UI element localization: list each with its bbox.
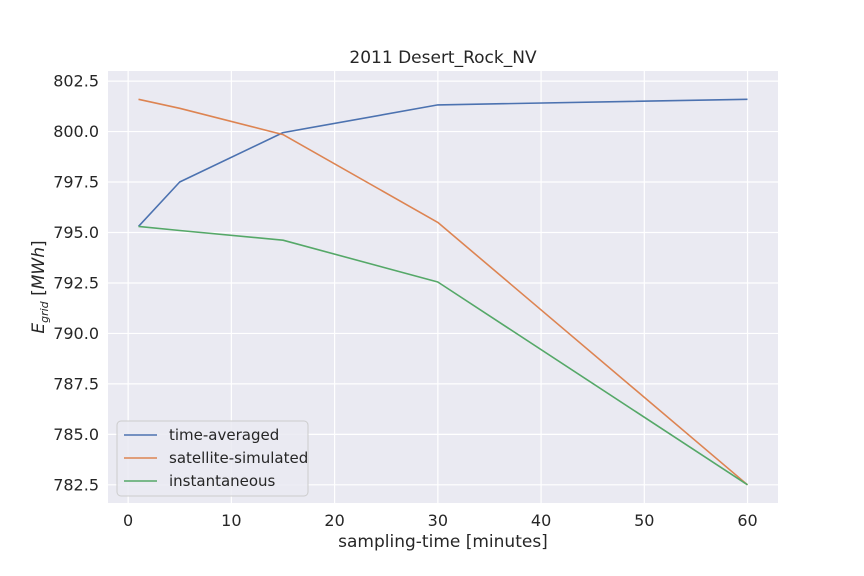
y-axis-label-unit: [MWh]	[29, 240, 49, 301]
x-tick-label: 30	[428, 511, 448, 530]
x-axis-label: sampling-time [minutes]	[338, 532, 548, 552]
y-tick-label: 790.0	[53, 324, 99, 343]
y-tick-label: 802.5	[53, 72, 99, 91]
y-tick-label: 785.0	[53, 425, 99, 444]
x-tick-label: 0	[123, 511, 133, 530]
x-tick-label: 10	[221, 511, 241, 530]
legend-label: satellite-simulated	[169, 449, 308, 467]
legend: time-averaged satellite-simulated instanta…	[116, 420, 309, 497]
legend-frame	[116, 420, 309, 497]
y-tick-label: 792.5	[53, 273, 99, 292]
chart-title: 2011 Desert_Rock_NV	[349, 48, 537, 68]
legend-label: time-averaged	[169, 426, 279, 444]
series-lines	[137, 98, 749, 486]
y-axis-label: Egrid [MWh]	[29, 240, 51, 333]
x-tick-label: 50	[634, 511, 654, 530]
series-line-2	[138, 225, 748, 486]
y-tick-label: 782.5	[53, 475, 99, 494]
series-line-0	[137, 98, 748, 227]
y-tick-label: 787.5	[53, 374, 99, 393]
y-axis-label-subscript: grid	[38, 300, 51, 323]
y-tick-label: 795.0	[53, 223, 99, 242]
x-tick-label: 20	[324, 511, 344, 530]
x-tick-label: 60	[737, 511, 757, 530]
y-tick-label: 797.5	[53, 173, 99, 192]
y-axis-label-main: E	[29, 323, 49, 334]
tick-labels: 0 10 20 30 40 50 60 782.5 785.0 787.5 790.0 792.5 79…	[53, 72, 758, 530]
y-axis-label-unit-text: MWh	[29, 247, 49, 289]
series-line-1	[138, 98, 749, 486]
x-tick-label: 40	[531, 511, 551, 530]
legend-label: instantaneous	[169, 472, 276, 490]
y-tick-label: 800.0	[53, 122, 99, 141]
